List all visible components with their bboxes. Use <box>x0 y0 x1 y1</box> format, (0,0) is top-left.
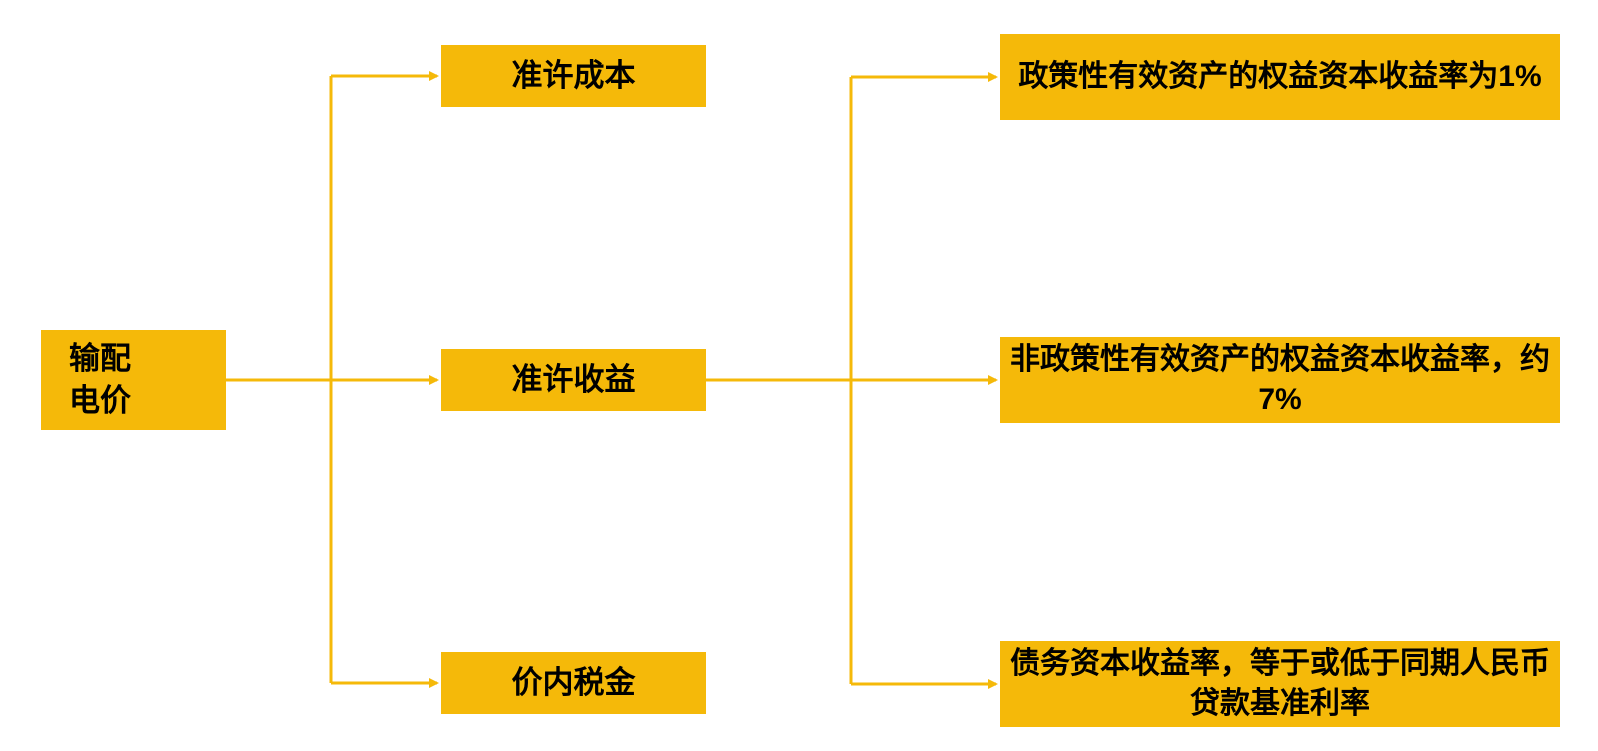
node-mid3-label: 价内税金 <box>512 662 636 704</box>
node-root-line: 输配 <box>69 338 131 380</box>
node-right2-label: 非政策性有效资产的权益资本收益率，约7% <box>1010 340 1550 421</box>
node-mid2-label: 准许收益 <box>512 359 636 401</box>
node-right3-label: 债务资本收益率，等于或低于同期人民币贷款基准利率 <box>1010 644 1550 725</box>
node-right3: 债务资本收益率，等于或低于同期人民币贷款基准利率 <box>1000 641 1560 727</box>
node-mid1-label: 准许成本 <box>512 55 636 97</box>
node-mid2: 准许收益 <box>441 349 706 411</box>
node-mid3: 价内税金 <box>441 652 706 714</box>
node-root-line: 电价 <box>69 380 131 422</box>
node-right2: 非政策性有效资产的权益资本收益率，约7% <box>1000 337 1560 423</box>
node-right1: 政策性有效资产的权益资本收益率为1% <box>1000 34 1560 120</box>
node-root: 输配电价 <box>41 330 226 430</box>
node-mid1: 准许成本 <box>441 45 706 107</box>
node-right1-label: 政策性有效资产的权益资本收益率为1% <box>1018 57 1541 98</box>
